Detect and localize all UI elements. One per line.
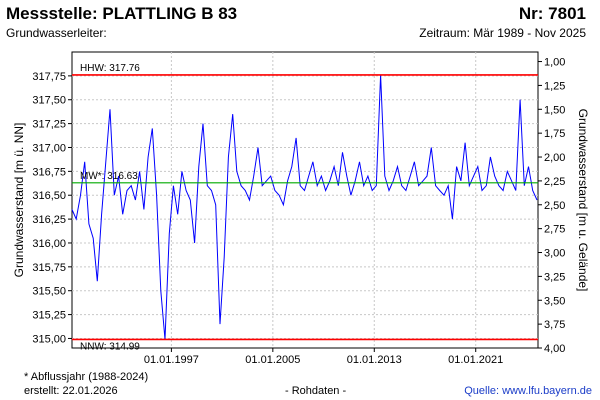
y-tick-label: 315,25	[32, 310, 66, 322]
y2-tick-label: 2,75	[544, 224, 565, 236]
y2-tick-label: 2,50	[544, 200, 565, 212]
grid-lines	[72, 52, 538, 348]
y2-tick-label: 1,25	[544, 80, 565, 92]
x-tick-label: 01.01.2013	[347, 354, 402, 366]
y2-tick-label: 1,75	[544, 128, 565, 140]
y2-tick-label: 2,25	[544, 176, 565, 188]
y2-tick-label: 3,00	[544, 248, 565, 260]
reference-lines: HHW: 317.76 MW*: 316.63 NNW: 314.99	[72, 63, 538, 352]
plot-area	[71, 51, 539, 349]
y2-tick-label: 3,75	[544, 319, 565, 331]
raw-data-label: - Rohdaten -	[285, 385, 347, 397]
y2-tick-label: 1,50	[544, 104, 565, 116]
series-line	[71, 74, 538, 340]
y-tick-label: 317,00	[32, 142, 66, 154]
x-tick-label: 01.01.2021	[448, 354, 503, 366]
x-tick-label: 01.01.1997	[144, 354, 199, 366]
y-axis-ticks: 315,00 315,25 315,50 315,75 316,00 316,25 316,…	[32, 71, 72, 345]
y2-axis-label: Grundwasserstand [m u. Gelände]	[576, 109, 590, 292]
y2-tick-label: 1,00	[544, 57, 565, 69]
y-tick-label: 315,50	[32, 286, 66, 298]
y-tick-label: 315,00	[32, 333, 66, 345]
y2-tick-label: 4,00	[544, 343, 565, 355]
x-axis-ticks: 01.01.1997 01.01.2005 01.01.2013 01.01.2021	[144, 348, 503, 366]
y-tick-label: 317,25	[32, 119, 66, 131]
y2-tick-label: 3,25	[544, 271, 565, 283]
footnote: * Abflussjahr (1988-2024)	[24, 371, 149, 383]
aquifer-label: Grundwasserleiter:	[6, 26, 107, 40]
created-date: erstellt: 22.01.2026	[24, 385, 118, 397]
y-tick-label: 316,75	[32, 166, 66, 178]
y-axis-label: Grundwasserstand [m ü. NN]	[12, 123, 26, 278]
y2-tick-label: 3,50	[544, 295, 565, 307]
station-number: Nr: 7801	[518, 4, 586, 23]
x-tick-label: 01.01.2005	[245, 354, 300, 366]
series-group	[71, 74, 538, 340]
y-tick-label: 317,50	[32, 95, 66, 107]
mw-label: MW*: 316.63	[80, 171, 138, 182]
page-title: Messstelle: PLATTLING B 83	[6, 4, 238, 23]
hhw-label: HHW: 317.76	[80, 63, 140, 74]
period-label: Zeitraum: Mär 1989 - Nov 2025	[419, 26, 586, 40]
nnw-label: NNW: 314.99	[80, 341, 140, 352]
y2-axis-ticks: 1,00 1,25 1,50 1,75 2,00 2,25 2,50 2,75 3,00 3,25…	[538, 57, 565, 355]
y-tick-label: 316,00	[32, 238, 66, 250]
y-tick-label: 315,75	[32, 262, 66, 274]
source-link[interactable]: Quelle: www.lfu.bayern.de	[464, 385, 592, 397]
y-tick-label: 316,25	[32, 214, 66, 226]
y-tick-label: 316,50	[32, 190, 66, 202]
y-tick-label: 317,75	[32, 71, 66, 83]
y2-tick-label: 2,00	[544, 152, 565, 164]
